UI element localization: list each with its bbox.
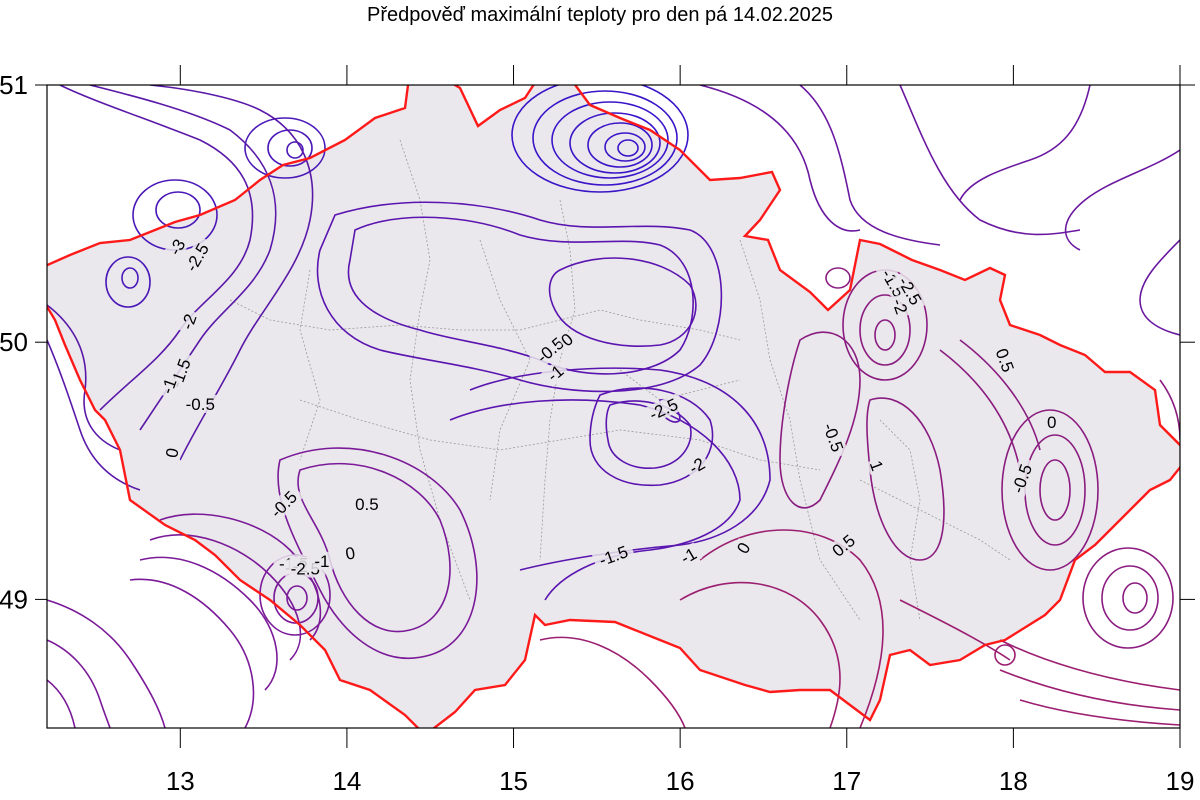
- contour-label: -0.5: [186, 395, 215, 414]
- x-tick-label: 13: [166, 766, 195, 796]
- contour-label-background: [682, 452, 711, 479]
- contour-labels: -3-2.5-2-1.5-1-0.50-0.50.5-1.5-2-2.5-10-…: [156, 233, 1059, 579]
- contour-label-background: [892, 268, 928, 313]
- contour-label-background: [163, 233, 191, 262]
- southeast-bands: [539, 529, 1180, 728]
- contour-label: -1: [314, 552, 329, 571]
- y-tick-label: 51: [0, 70, 28, 100]
- x-tick-label: 19: [1166, 766, 1195, 796]
- district-boundaries: [229, 139, 1011, 621]
- contour-label-background: [351, 495, 383, 514]
- cold-center-krusne-hory: [105, 117, 326, 308]
- contour-label-background: [591, 540, 636, 571]
- contour-label-background: [1045, 412, 1059, 431]
- contour-label-background: [263, 483, 305, 525]
- contour-label-group: -1: [156, 372, 181, 400]
- contour-label-background: [176, 308, 201, 336]
- contour-label-group: 0: [732, 537, 755, 559]
- contour-label-group: 0: [342, 543, 359, 564]
- contour-label-background: [991, 342, 1019, 378]
- contour-label: 0: [344, 543, 357, 563]
- contour-label-group: -1: [310, 551, 333, 571]
- contour-label-group: -2: [176, 308, 201, 336]
- contour-label: -2: [888, 296, 911, 317]
- northeast-bands: [699, 85, 1180, 336]
- y-tick-label: 49: [0, 584, 28, 614]
- contour-label: 0: [1047, 413, 1056, 432]
- x-tick-label: 18: [999, 766, 1028, 796]
- axis-ticks: [35, 65, 1195, 748]
- y-tick-label: 50: [0, 327, 28, 357]
- x-tick-label: 15: [499, 766, 528, 796]
- contour-label-background: [818, 415, 849, 460]
- contour-label-background: [161, 444, 182, 461]
- contour-label-background: [866, 456, 888, 475]
- contour-label-background: [825, 528, 862, 563]
- contour-label-group: -1: [674, 542, 703, 569]
- plot-area: -3-2.5-2-1.5-1-0.50-0.50.5-1.5-2-2.5-10-…: [47, 85, 1180, 728]
- contour-label: -1: [158, 376, 181, 397]
- y-axis-labels: 51 50 49: [0, 70, 28, 614]
- plot-frame: [46, 84, 1181, 729]
- contour-label-background: [540, 359, 570, 388]
- contour-label-group: 1: [866, 456, 888, 475]
- contour-label-background: [641, 392, 686, 426]
- contour-label-group: 0: [161, 444, 183, 461]
- contour-label-background: [310, 551, 333, 570]
- contour-label-group: -1: [540, 359, 570, 388]
- contour-label-background: [342, 543, 359, 564]
- contour-label-background: [1006, 456, 1038, 501]
- contour-label-background: [556, 328, 578, 351]
- cold-center-krkonose: [511, 85, 689, 193]
- contour-label-background: [732, 537, 755, 559]
- contour-label-background: [674, 542, 703, 569]
- contour-label-group: 0: [1045, 412, 1059, 432]
- x-tick-label: 16: [666, 766, 695, 796]
- contour-label-background: [156, 372, 181, 400]
- contour-label: 0.5: [355, 495, 379, 514]
- contour-label-background: [179, 235, 215, 280]
- country-border: [47, 85, 1180, 728]
- contour-label: -2: [178, 311, 201, 332]
- contour-label-background: [180, 394, 221, 413]
- contour-label-group: 0.5: [351, 495, 383, 514]
- x-tick-label: 14: [332, 766, 361, 796]
- map-title: Předpověď maximální teploty pro den pá 1…: [367, 4, 833, 26]
- contour-label-group: -0.5: [180, 394, 221, 414]
- x-tick-label: 17: [832, 766, 861, 796]
- x-axis-labels: 13 14 15 16 17 18 19: [166, 766, 1195, 796]
- contour-label: 0: [162, 447, 182, 460]
- contour-label-group: -3: [163, 233, 191, 262]
- contour-label-group: -2: [682, 452, 711, 479]
